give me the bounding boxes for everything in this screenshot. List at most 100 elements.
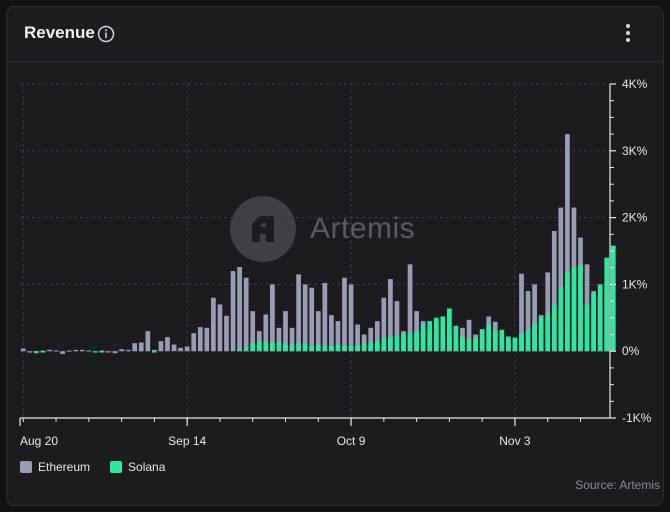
solana-bar [604, 257, 610, 352]
ethereum-bar [283, 311, 288, 352]
solana-bar [427, 321, 433, 352]
solana-bar [243, 347, 249, 352]
ethereum-bar [335, 321, 341, 352]
ethereum-bar [315, 311, 321, 352]
solana-bar [99, 351, 105, 353]
ethereum-bar [178, 347, 183, 352]
y-tick-label: 4K% [622, 77, 648, 91]
solana-bar [499, 329, 505, 352]
solana-bar [433, 317, 439, 352]
solana-bar [545, 314, 551, 352]
ethereum-bar [79, 349, 85, 352]
solana-bar [152, 351, 157, 353]
solana-bar [525, 329, 531, 352]
solana-bar [335, 344, 341, 352]
solana-bar [492, 331, 498, 352]
solana-bar [565, 272, 570, 352]
solana-bar [506, 336, 511, 352]
ethereum-bar [296, 274, 301, 352]
y-tick-label: 3K% [622, 144, 648, 158]
ethereum-bar [99, 350, 105, 352]
solana-bar [453, 325, 459, 352]
solana-bar [40, 351, 46, 353]
y-tick-label: 1K% [622, 277, 648, 291]
ethereum-bar [558, 207, 564, 352]
solana-bar [276, 341, 282, 352]
ethereum-bar [145, 331, 151, 352]
y-tick-label: 0% [622, 344, 640, 358]
ethereum-bar [270, 284, 275, 352]
solana-bar [283, 344, 288, 352]
ethereum-bar [545, 272, 551, 352]
ethereum-bar [230, 271, 236, 352]
legend-item-solana[interactable]: Solana [110, 460, 165, 474]
ethereum-bar [217, 304, 223, 352]
solana-bar [538, 317, 544, 352]
solana-bar [388, 336, 393, 352]
solana-bar [591, 293, 596, 352]
ethereum-bar [289, 327, 295, 352]
ethereum-bar [27, 351, 33, 353]
solana-bar [237, 349, 242, 352]
ethereum-bar [525, 291, 531, 352]
ethereum-bar [394, 301, 400, 352]
solana-bar [256, 341, 262, 352]
y-tick-label: -1K% [622, 411, 652, 425]
solana-bar [473, 337, 478, 352]
ethereum-bar [276, 327, 282, 352]
x-tick-label: Aug 20 [20, 434, 58, 448]
ethereum-bar [224, 315, 229, 352]
solana-bar [315, 344, 321, 352]
solana-bar [289, 344, 295, 352]
solana-bar [322, 345, 328, 352]
solana-bar [447, 308, 452, 352]
ethereum-bar [152, 349, 157, 352]
solana-bar [381, 337, 387, 352]
y-tick-label: 2K% [622, 211, 648, 225]
solana-bar [407, 332, 413, 352]
source-label: Source: Artemis [575, 478, 660, 492]
solana-bar [329, 345, 334, 352]
more-options-icon[interactable] [623, 24, 633, 46]
solana-swatch [110, 461, 123, 473]
ethereum-bar [407, 264, 413, 352]
solana-bar [584, 304, 590, 352]
ethereum-bar [414, 311, 419, 352]
solana-bar [263, 341, 269, 352]
solana-bar [512, 337, 518, 352]
ethereum-bar [184, 346, 190, 352]
ethereum-bar [322, 283, 328, 352]
ethereum-bar [138, 342, 144, 352]
solana-bar [558, 287, 564, 352]
solana-bar [368, 342, 374, 352]
ethereum-bar [243, 277, 249, 352]
solana-bar [401, 333, 406, 352]
solana-bar [309, 345, 315, 352]
ethereum-bar [237, 267, 242, 352]
ethereum-bar [348, 284, 354, 352]
ethereum-bar [165, 337, 170, 352]
ethereum-bar [302, 284, 308, 352]
ethereum-bar [53, 350, 59, 352]
ethereum-bar [66, 350, 72, 352]
ethereum-bar [171, 344, 177, 352]
chart-legend: Ethereum Solana [20, 460, 185, 474]
legend-label-ethereum: Ethereum [38, 460, 91, 474]
solana-bar [519, 333, 524, 352]
ethereum-bar [204, 327, 210, 352]
ethereum-bar [47, 349, 52, 352]
solana-bar [440, 316, 446, 352]
legend-label-solana: Solana [128, 460, 166, 474]
solana-bar [460, 336, 465, 352]
x-tick-label: Sep 14 [168, 434, 206, 448]
x-tick-label: Oct 9 [337, 434, 366, 448]
legend-item-ethereum[interactable]: Ethereum [20, 460, 90, 474]
ethereum-bar [191, 333, 197, 352]
ethereum-bar [342, 277, 347, 352]
artemis-logo-icon [230, 196, 296, 262]
solana-bar [571, 267, 577, 352]
info-icon[interactable] [97, 25, 115, 43]
solana-bar [348, 345, 354, 352]
ethereum-bar [20, 348, 26, 352]
